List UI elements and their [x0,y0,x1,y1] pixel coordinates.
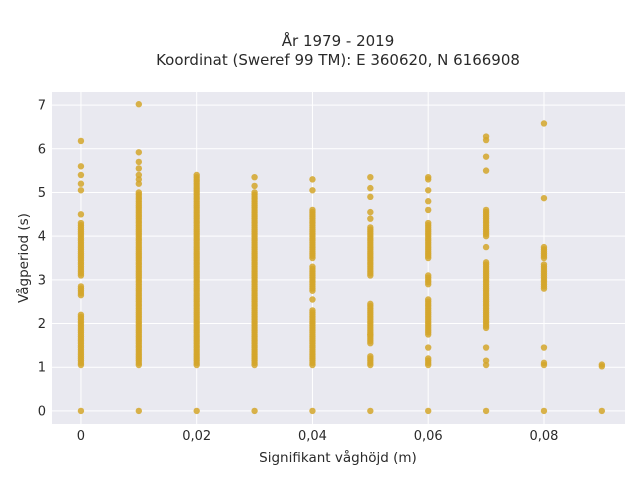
data-point [309,187,316,194]
data-point [540,359,548,367]
y-tick-label: 1 [38,361,46,376]
data-point [482,133,490,140]
chart-title-line2: Koordinat (Sweref 99 TM): E 360620, N 61… [156,51,520,69]
x-tick-label: 0,06 [414,429,443,444]
data-point [193,407,200,415]
data-point [482,259,490,266]
data-point [482,357,490,364]
data-point [367,353,374,360]
data-point [135,101,143,108]
data-point [309,307,316,314]
y-axis-label: Vågperiod (s) [15,213,32,303]
data-point [135,407,143,415]
data-point [598,361,606,368]
data-point [251,189,258,196]
data-point [367,407,374,415]
data-point [367,184,374,192]
y-axis-ticks: 0 1 2 3 4 5 6 7 [38,99,46,420]
data-point [482,407,490,415]
data-point [77,407,85,415]
data-point [367,224,374,231]
data-point [77,283,85,290]
data-point [425,187,432,194]
x-tick-label: 0,04 [298,429,327,444]
data-point [425,296,432,303]
chart-title-line1: År 1979 - 2019 [282,31,395,50]
data-point [135,158,143,166]
data-point [309,296,316,303]
y-tick-label: 4 [38,230,46,245]
data-point [540,407,548,415]
data-point [540,344,548,351]
y-tick-label: 5 [38,186,46,201]
data-point [77,163,85,170]
x-tick-label: 0,08 [529,429,558,444]
data-point [309,206,316,214]
data-point [367,300,374,308]
data-point [367,215,374,222]
data-point [425,173,432,181]
data-point [425,272,432,279]
plot-area [52,92,625,424]
data-point [77,187,85,194]
data-point [135,165,143,172]
data-point [598,407,606,415]
data-point [77,311,85,318]
data-point [540,120,548,127]
data-point [309,407,316,415]
y-tick-label: 6 [38,142,46,157]
data-point [251,173,258,181]
data-point [425,219,432,227]
data-point [540,261,548,268]
data-point [425,355,432,362]
data-point [135,171,143,179]
data-point [77,219,85,227]
data-point [309,176,316,183]
data-point [367,173,374,181]
data-point [193,171,200,179]
data-point [251,407,258,415]
data-point [540,243,548,251]
x-tick-label: 0,02 [182,429,211,444]
data-point [77,180,85,187]
data-point [77,211,85,218]
y-tick-label: 3 [38,273,46,288]
data-point [425,198,432,205]
data-point [482,344,490,351]
data-point [482,206,490,214]
data-point [425,407,432,415]
data-point [135,189,143,196]
data-point [367,331,374,338]
data-point [482,153,490,160]
x-tick-label: 0 [77,429,85,444]
data-point [482,167,490,174]
data-point [425,206,432,214]
data-point [367,208,374,216]
data-point [135,149,143,156]
data-point [540,194,548,202]
data-point [425,344,432,351]
x-axis-ticks: 0 0,02 0,04 0,06 0,08 [77,429,559,444]
y-tick-label: 0 [38,404,46,419]
data-point [77,171,85,179]
data-point [482,243,490,251]
data-point [77,137,85,145]
data-point [251,182,258,190]
data-point [367,193,374,201]
y-tick-label: 2 [38,317,46,332]
data-point [309,263,316,270]
y-tick-label: 7 [38,99,46,114]
data-points [77,101,606,415]
x-axis-label: Signifikant våghöjd (m) [259,449,417,466]
